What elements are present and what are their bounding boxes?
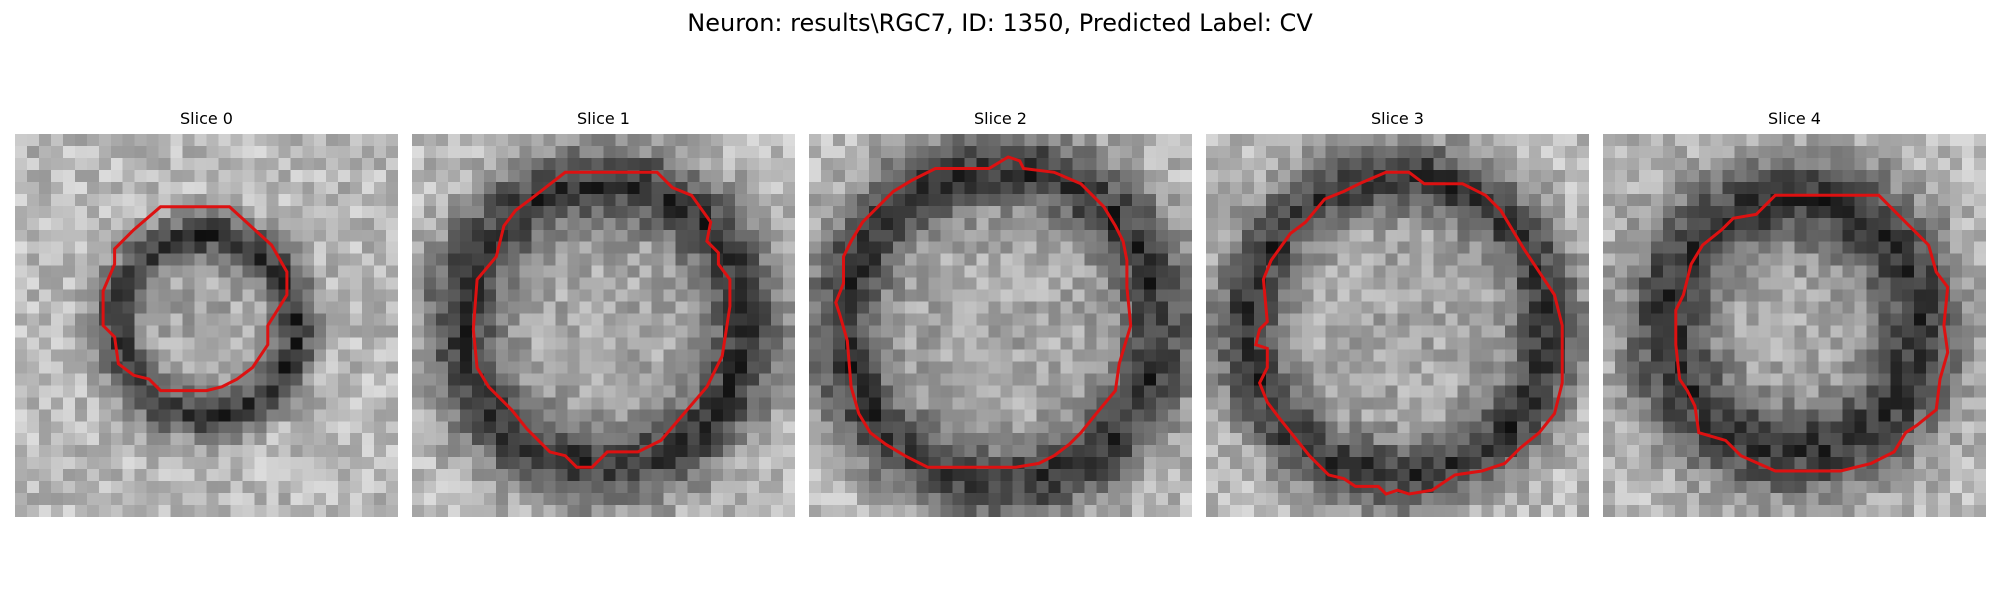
slice-1-panel bbox=[412, 134, 795, 517]
slice-0-title: Slice 0 bbox=[180, 109, 233, 128]
slice-4-title: Slice 4 bbox=[1768, 109, 1821, 128]
slice-0-contour bbox=[101, 205, 289, 393]
slice-0-overlay bbox=[101, 205, 289, 393]
slice-3-contour bbox=[1254, 170, 1564, 496]
figure-title: Neuron: results\RGC7, ID: 1350, Predicte… bbox=[687, 9, 1313, 37]
slice-3-panel bbox=[1206, 134, 1589, 517]
slice-1-contour bbox=[471, 170, 732, 469]
slice-2-overlay bbox=[834, 155, 1133, 469]
slice-0-image bbox=[15, 134, 398, 517]
slice-4-panel bbox=[1603, 134, 1986, 517]
slice-1-overlay bbox=[471, 170, 732, 469]
slice-2-contour bbox=[834, 155, 1133, 469]
slice-4-image bbox=[1603, 134, 1986, 517]
slice-2-image bbox=[809, 134, 1192, 517]
slice-4-contour bbox=[1674, 193, 1950, 473]
slice-0-panel bbox=[15, 134, 398, 517]
slice-4-overlay bbox=[1674, 193, 1950, 473]
slice-2-title: Slice 2 bbox=[974, 109, 1027, 128]
slice-3-overlay bbox=[1254, 170, 1564, 496]
slice-3-image bbox=[1206, 134, 1589, 517]
slice-3-title: Slice 3 bbox=[1371, 109, 1424, 128]
slice-1-image bbox=[412, 134, 795, 517]
slice-1-title: Slice 1 bbox=[577, 109, 630, 128]
slice-2-panel bbox=[809, 134, 1192, 517]
